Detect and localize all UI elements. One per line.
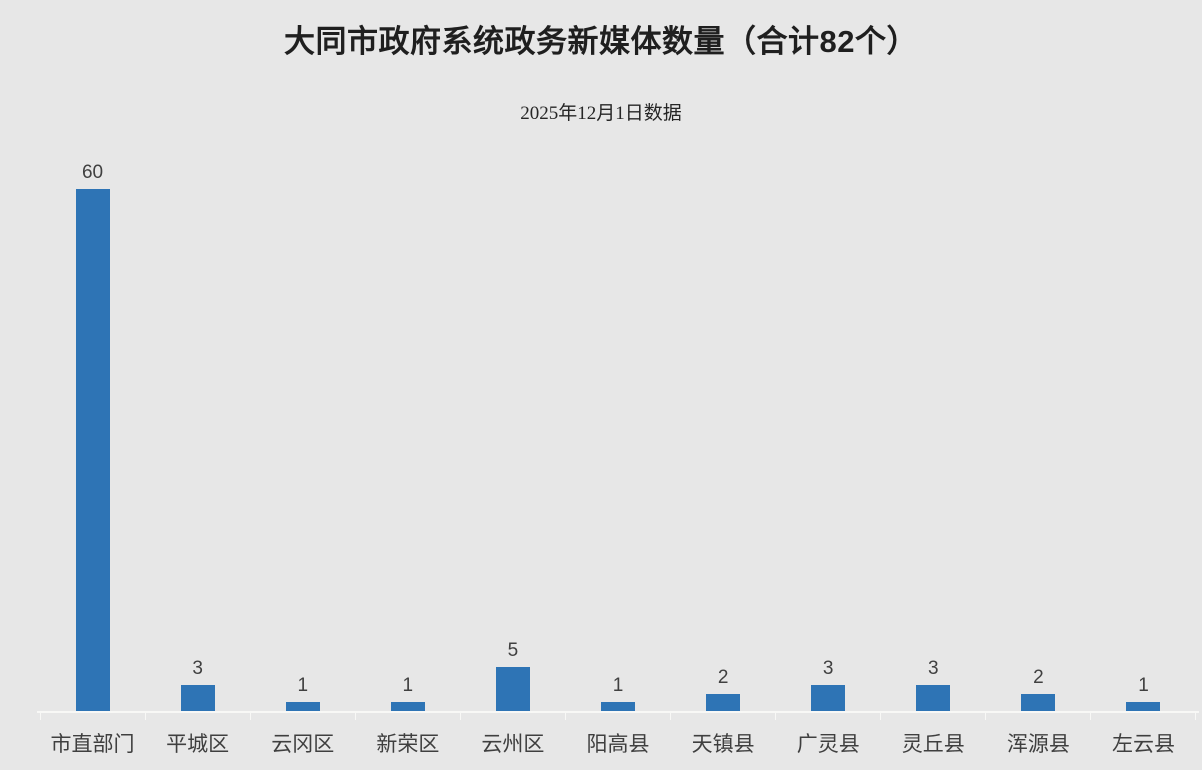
bar — [285, 702, 320, 711]
axis-tick — [40, 712, 145, 720]
bar — [180, 685, 215, 711]
x-axis-label: 天镇县 — [691, 732, 755, 756]
x-axis-label: 云州区 — [481, 732, 545, 756]
axis-tick — [355, 712, 460, 720]
category-cell: 2 — [986, 667, 1091, 711]
x-axis-label: 平城区 — [166, 732, 230, 756]
category-cell: 2 — [671, 667, 776, 711]
bar-value-label: 60 — [81, 162, 104, 184]
bar — [1126, 702, 1161, 711]
axis-tick — [775, 712, 880, 720]
x-axis-label: 左云县 — [1111, 732, 1175, 756]
bar-value-label: 5 — [507, 640, 519, 662]
bar — [495, 667, 530, 711]
x-axis-label: 云冈区 — [271, 732, 335, 756]
axis-tick — [250, 712, 355, 720]
bar — [601, 702, 636, 711]
x-axis-ticks — [40, 712, 1196, 720]
category-cell: 1 — [355, 675, 460, 711]
category-cell: 1 — [565, 675, 670, 711]
x-axis-label: 新荣区 — [376, 732, 440, 756]
bars-row: 60 3 1 1 5 1 2 3 3 2 1 — [40, 162, 1196, 711]
category-cell: 1 — [1091, 675, 1196, 711]
category-cell: 3 — [776, 658, 881, 711]
category-cell: 5 — [460, 640, 565, 711]
category-cell: 60 — [40, 162, 145, 711]
bar-value-label: 1 — [612, 675, 624, 697]
category-cell: 1 — [250, 675, 355, 711]
bar-value-label: 1 — [297, 675, 309, 697]
axis-tick — [565, 712, 670, 720]
axis-tick — [1090, 712, 1196, 720]
bar-value-label: 3 — [822, 658, 834, 680]
x-axis-labels: 市直部门 平城区 云冈区 新荣区 云州区 阳高县 天镇县 广灵县 灵丘县 浑源县 左云县 — [40, 728, 1196, 758]
bar — [390, 702, 425, 711]
axis-tick — [985, 712, 1090, 720]
bar-value-label: 3 — [192, 658, 203, 680]
bar-value-label: 2 — [717, 667, 729, 689]
x-axis-label: 市直部门 — [50, 732, 135, 756]
bar-value-label: 3 — [928, 658, 939, 680]
bar — [75, 189, 110, 711]
chart-subtitle: 2025年12月1日数据 — [520, 103, 682, 124]
category-cell: 3 — [881, 658, 986, 711]
axis-tick — [880, 712, 985, 720]
bar-value-label: 1 — [402, 675, 414, 697]
bar — [706, 694, 741, 711]
x-axis-label: 广灵县 — [796, 732, 860, 756]
plot-area: 60 3 1 1 5 1 2 3 3 2 1 市直部门 平城区 云冈区 新荣区 云州区 阳高县 天镇县 广灵县 灵丘… — [37, 140, 1199, 770]
bar — [916, 685, 951, 711]
chart-title: 大同市政府系统政务新媒体数量（合计82个） — [284, 24, 918, 59]
axis-tick — [145, 712, 250, 720]
x-axis-label: 阳高县 — [586, 732, 650, 756]
bar — [811, 685, 846, 711]
x-axis-label: 灵丘县 — [901, 732, 965, 756]
x-axis-line — [37, 711, 1199, 713]
axis-tick — [460, 712, 565, 720]
bar — [1021, 694, 1056, 711]
x-axis-label: 浑源县 — [1006, 732, 1070, 756]
axis-tick — [670, 712, 775, 720]
bar-value-label: 2 — [1033, 667, 1044, 689]
category-cell: 3 — [145, 658, 250, 711]
bar-value-label: 1 — [1138, 675, 1149, 697]
